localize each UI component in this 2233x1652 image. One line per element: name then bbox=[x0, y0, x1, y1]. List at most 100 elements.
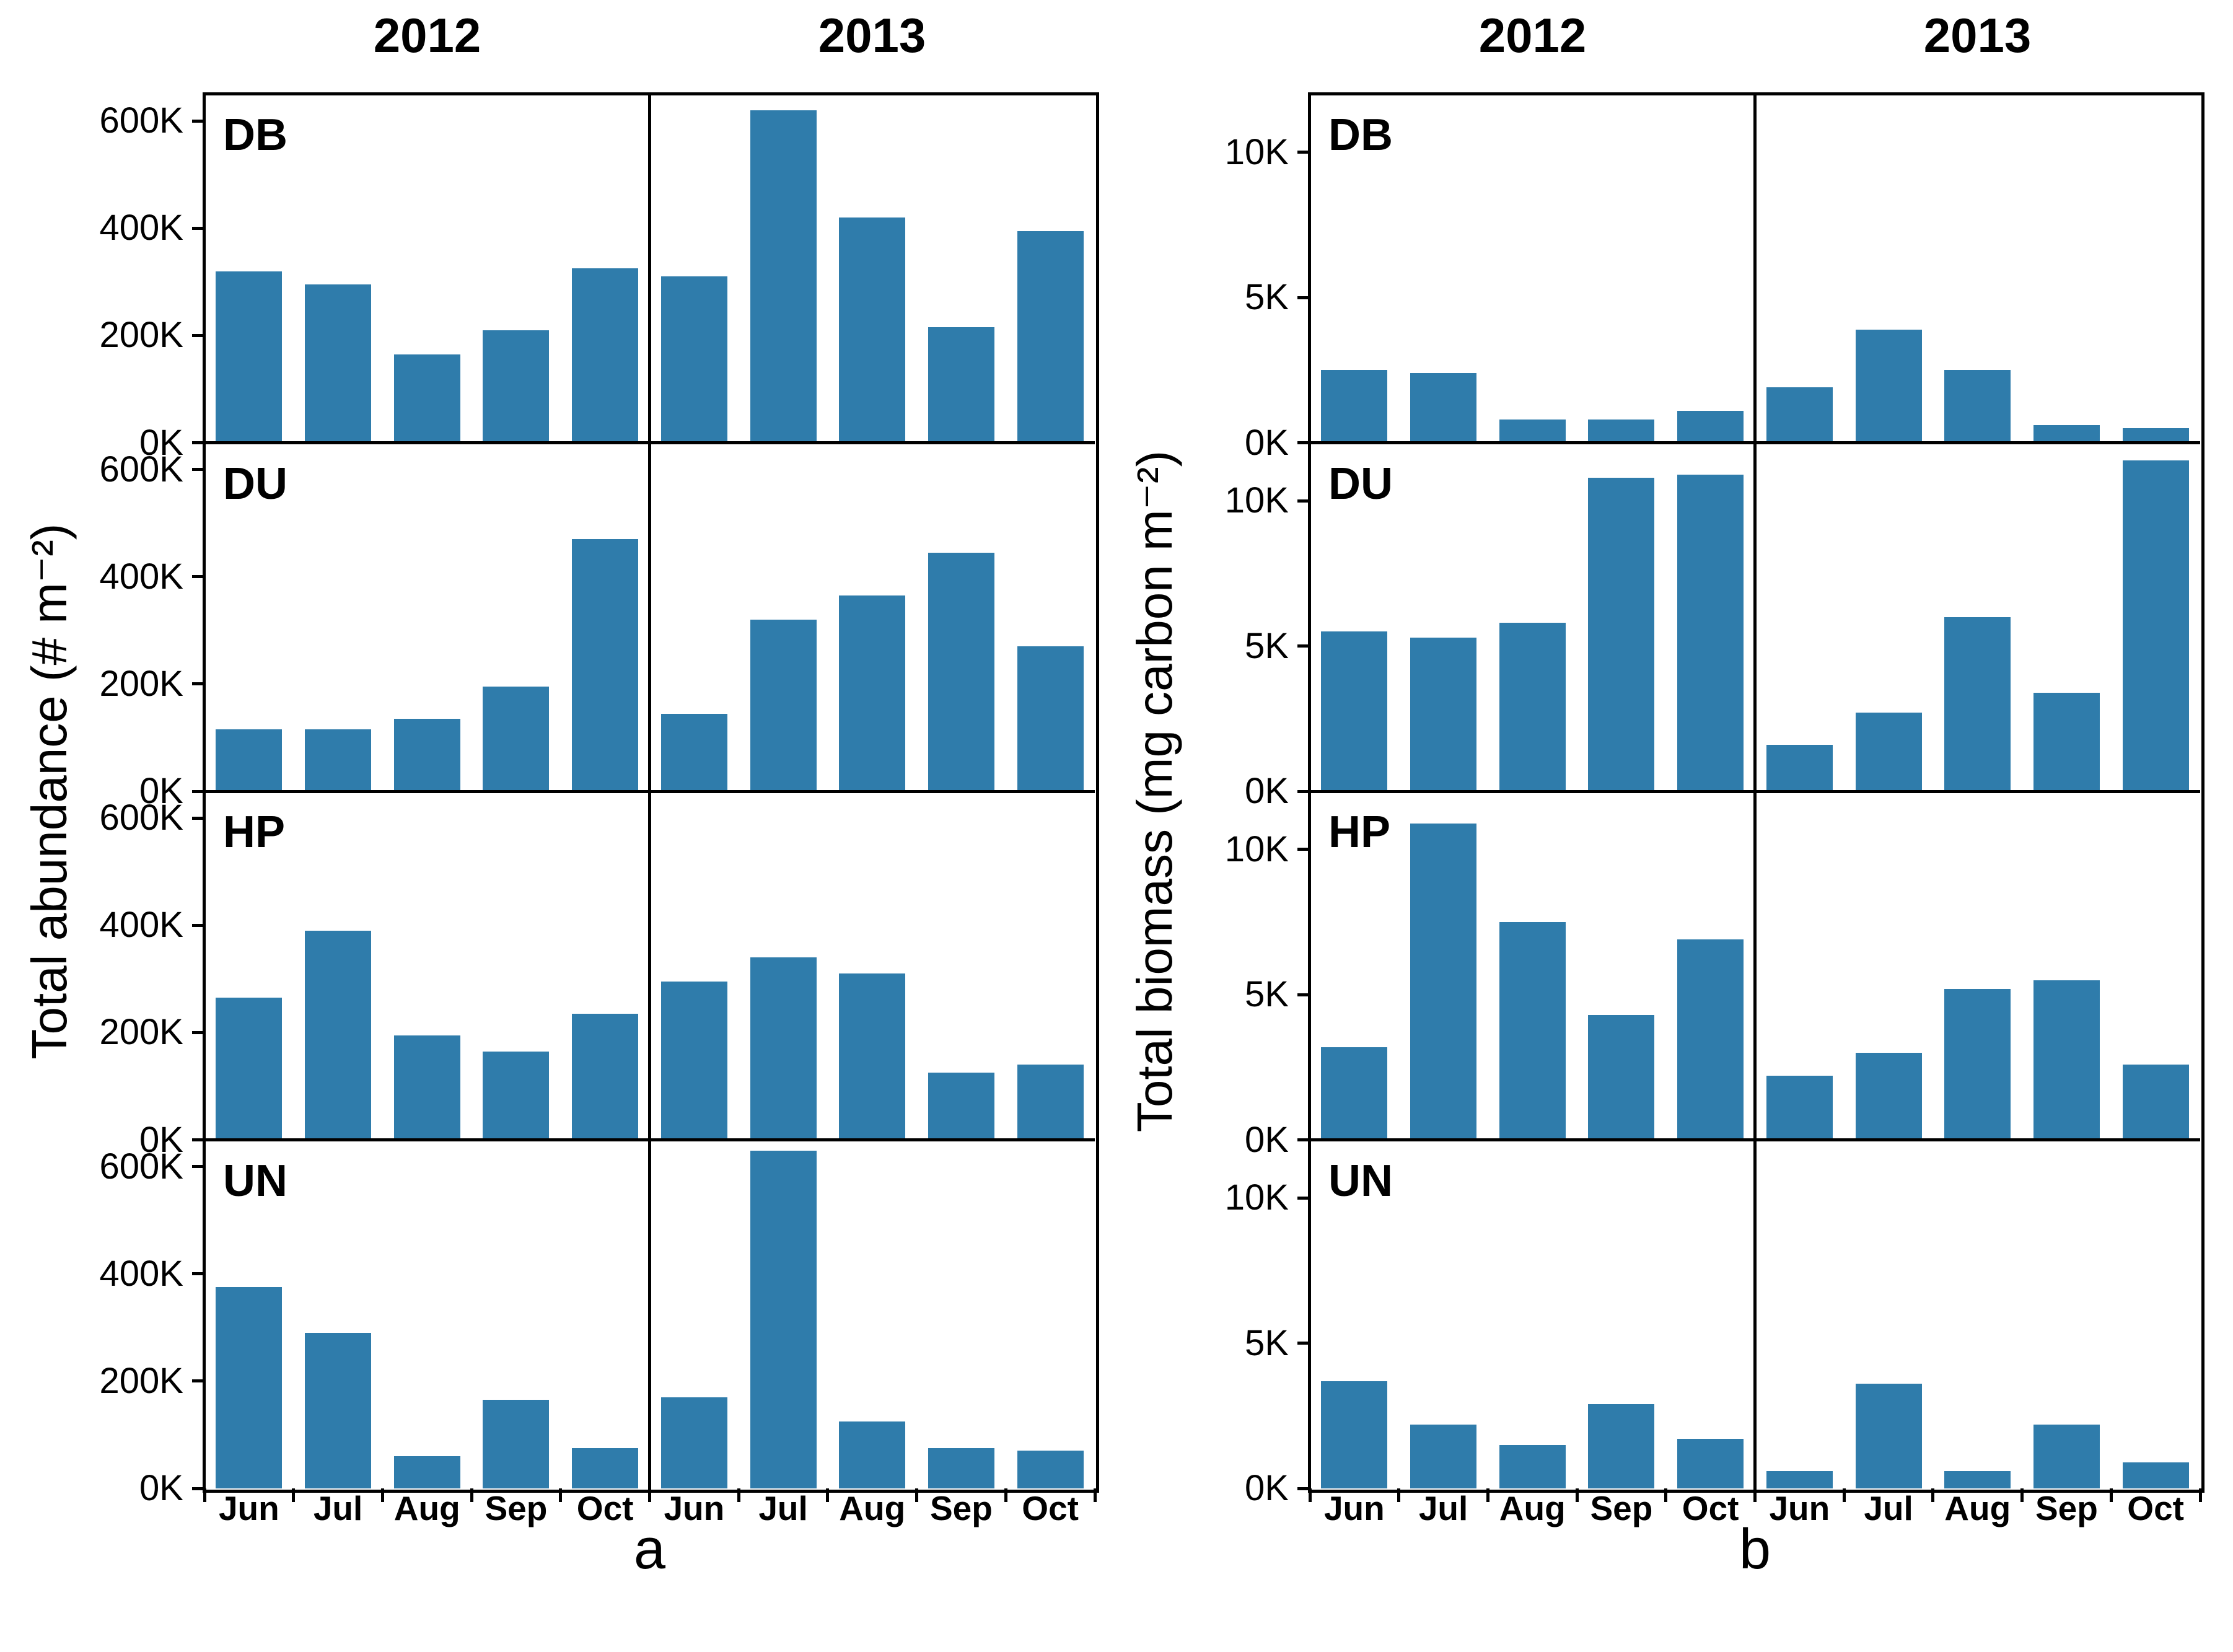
bar-HP-2013-Oct bbox=[1017, 1065, 1084, 1140]
x-tick-mark bbox=[203, 1488, 206, 1502]
x-tick-label-Aug: Aug bbox=[839, 1489, 906, 1527]
y-tick-label: 10K bbox=[1224, 828, 1289, 869]
row-label-HP: HP bbox=[1328, 807, 1391, 857]
row-separator-line bbox=[204, 1138, 1095, 1141]
bar-HP-2012-Jul bbox=[305, 931, 372, 1140]
y-tick-label: 600K bbox=[99, 797, 183, 838]
bar-DU-2013-Jun bbox=[660, 713, 727, 791]
y-tick-mark bbox=[192, 1487, 204, 1490]
y-tick-mark bbox=[192, 789, 204, 793]
bar-DU-2012-Jul bbox=[1410, 637, 1477, 791]
y-tick-label: 0K bbox=[139, 1468, 183, 1508]
x-tick-label-Sep: Sep bbox=[930, 1489, 993, 1527]
bar-HP-2013-Sep bbox=[2033, 980, 2100, 1140]
bar-UN-2013-Oct bbox=[1017, 1451, 1084, 1488]
x-tick-mark bbox=[1004, 1488, 1007, 1502]
bar-UN-2012-Sep bbox=[483, 1400, 550, 1488]
y-tick-label: 400K bbox=[99, 556, 183, 597]
bar-UN-2012-Oct bbox=[1677, 1439, 1744, 1488]
bar-DB-2013-Sep bbox=[928, 327, 994, 443]
bar-DU-2013-Sep bbox=[2033, 692, 2100, 791]
x-tick-label-Sep: Sep bbox=[2035, 1489, 2098, 1527]
bar-UN-2013-Aug bbox=[839, 1421, 906, 1488]
x-tick-label-Jul: Jul bbox=[758, 1489, 808, 1527]
bar-HP-2013-Jul bbox=[1855, 1052, 1922, 1140]
bar-DU-2012-Oct bbox=[572, 539, 639, 791]
row-label-DU: DU bbox=[1328, 459, 1393, 509]
caption-a: a bbox=[633, 1518, 666, 1581]
row-separator-line bbox=[1310, 789, 2200, 793]
bar-DB-2012-Jul bbox=[1410, 373, 1477, 443]
x-tick-mark bbox=[826, 1488, 830, 1502]
y-tick-mark bbox=[192, 119, 204, 123]
row-separator-line bbox=[204, 789, 1095, 793]
bar-DU-2012-Oct bbox=[1677, 475, 1744, 791]
bar-DB-2012-Aug bbox=[393, 354, 460, 443]
bar-UN-2012-Jun bbox=[216, 1287, 283, 1488]
bar-HP-2012-Jul bbox=[1410, 823, 1477, 1140]
bar-HP-2013-Aug bbox=[839, 973, 906, 1140]
x-tick-mark bbox=[737, 1488, 740, 1502]
y-tick-mark bbox=[1297, 789, 1310, 793]
bar-UN-2013-Sep bbox=[2033, 1424, 2100, 1488]
y-tick-mark bbox=[192, 1165, 204, 1169]
y-tick-mark bbox=[192, 816, 204, 820]
bar-UN-2013-Sep bbox=[928, 1448, 994, 1488]
x-tick-mark bbox=[1664, 1488, 1668, 1502]
x-tick-mark bbox=[2109, 1488, 2113, 1502]
x-tick-label-Oct: Oct bbox=[1682, 1489, 1739, 1527]
y-tick-label: 10K bbox=[1224, 131, 1289, 172]
x-tick-mark bbox=[559, 1488, 563, 1502]
x-tick-label-Jun: Jun bbox=[218, 1489, 279, 1527]
y-tick-label: 0K bbox=[1245, 422, 1289, 463]
caption-b: b bbox=[1739, 1518, 1771, 1581]
bar-UN-2013-Jun bbox=[1766, 1470, 1833, 1488]
y-tick-label: 0K bbox=[139, 422, 183, 463]
y-tick-label: 5K bbox=[1245, 277, 1289, 318]
bar-DB-2013-Jun bbox=[660, 276, 727, 443]
x-tick-mark bbox=[1397, 1488, 1401, 1502]
bar-UN-2013-Jul bbox=[750, 1150, 817, 1488]
row-label-HP: HP bbox=[223, 807, 286, 857]
x-tick-mark bbox=[2020, 1488, 2024, 1502]
bar-DB-2012-Jul bbox=[305, 284, 372, 443]
bar-HP-2012-Aug bbox=[393, 1035, 460, 1140]
row-separator-line bbox=[204, 441, 1095, 444]
x-tick-label-Jul: Jul bbox=[1418, 1489, 1468, 1527]
x-tick-label-Aug: Aug bbox=[1944, 1489, 2011, 1527]
bar-DU-2013-Jul bbox=[750, 620, 817, 791]
column-title-2012: 2012 bbox=[1478, 8, 1587, 63]
x-tick-mark bbox=[1093, 1488, 1097, 1502]
x-tick-label-Sep: Sep bbox=[1590, 1489, 1653, 1527]
x-tick-label-Sep: Sep bbox=[485, 1489, 548, 1527]
x-tick-label-Oct: Oct bbox=[1022, 1489, 1079, 1527]
x-tick-mark bbox=[470, 1488, 473, 1502]
row-separator-line bbox=[1310, 1138, 2200, 1141]
y-tick-mark bbox=[192, 441, 204, 444]
bar-DU-2013-Aug bbox=[1944, 617, 2011, 791]
bar-UN-2013-Oct bbox=[2122, 1462, 2189, 1488]
x-tick-mark bbox=[1308, 1488, 1312, 1502]
y-tick-mark bbox=[1297, 1487, 1310, 1490]
y-tick-label: 10K bbox=[1224, 1177, 1289, 1218]
y-tick-label: 0K bbox=[139, 771, 183, 811]
bar-DB-2013-Aug bbox=[839, 217, 906, 443]
y-tick-label: 600K bbox=[99, 1146, 183, 1187]
x-tick-mark bbox=[2198, 1488, 2202, 1502]
bar-UN-2012-Aug bbox=[393, 1456, 460, 1488]
x-tick-mark bbox=[292, 1488, 296, 1502]
x-tick-mark bbox=[1486, 1488, 1489, 1502]
bar-DU-2013-Aug bbox=[839, 595, 906, 791]
bar-DB-2012-Jun bbox=[1321, 370, 1388, 443]
y-tick-label: 0K bbox=[1245, 771, 1289, 811]
y-tick-label: 200K bbox=[99, 1012, 183, 1053]
bar-UN-2013-Jul bbox=[1855, 1384, 1922, 1488]
bar-HP-2012-Sep bbox=[1588, 1014, 1655, 1140]
panel-abundance: 2012 2013 Total abundance (# m⁻²) a DB 0K… bbox=[22, 8, 1099, 1579]
bar-UN-2012-Aug bbox=[1499, 1444, 1566, 1488]
x-tick-label-Aug: Aug bbox=[393, 1489, 460, 1527]
bar-DB-2012-Oct bbox=[1677, 410, 1744, 443]
bar-HP-2013-Jun bbox=[1766, 1076, 1833, 1140]
column-title-2013: 2013 bbox=[1923, 8, 2032, 63]
bar-HP-2012-Jun bbox=[1321, 1047, 1388, 1140]
